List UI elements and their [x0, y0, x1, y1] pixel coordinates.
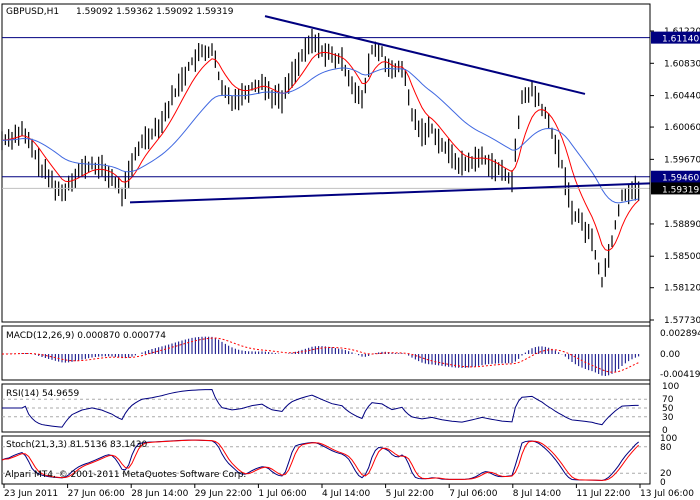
trendline [264, 15, 586, 95]
fast-ma-line [1, 51, 640, 252]
time-tick-label: 1 Jul 06:00 [258, 489, 307, 499]
time-tick-label: 5 Jul 22:00 [386, 489, 435, 499]
macd-tick-label: 0.00 [660, 350, 680, 360]
copyright-text: Alpari MT4, © 2001-2011 MetaQuotes Softw… [5, 470, 246, 480]
price-tag [651, 170, 700, 183]
rsi-tick-label: 100 [662, 382, 679, 392]
time-tick-label: 7 Jul 06:00 [449, 489, 498, 499]
grid-lines [2, 398, 650, 474]
macd-tick-label: 0.002894 [660, 329, 700, 339]
price-tick-label: 1.60060 [664, 123, 700, 133]
rsi-line [2, 388, 639, 428]
panel-frames [1, 3, 651, 485]
price-bars [1, 28, 640, 288]
slow-ma-line [1, 67, 639, 204]
price-tick-label: 1.60830 [664, 59, 700, 69]
stoch-tick-label: 0 [660, 478, 666, 488]
rsi-label: RSI(14) 54.9659 [6, 389, 79, 399]
trendline [129, 182, 651, 204]
rsi-tick-label: 0 [662, 426, 668, 436]
stoch-tick-label: 80 [660, 443, 672, 453]
stoch-label: Stoch(21,3,3) 81.5136 83.1430 [6, 440, 147, 450]
price-tag-label: 1.61140 [662, 35, 699, 45]
moving-averages [1, 51, 640, 252]
rsi-tick-label: 30 [662, 413, 674, 423]
stoch-signal-line [1, 439, 640, 481]
time-tick-label: 13 Jul 06:00 [640, 489, 694, 499]
stoch-tick-label: 20 [660, 469, 672, 479]
macd-tick-label: -0.00419 [660, 370, 700, 380]
stoch-tick-label: 100 [660, 434, 677, 444]
time-tick-label: 11 Jul 22:00 [576, 489, 630, 499]
price-tag [651, 182, 700, 195]
price-tag [651, 31, 700, 44]
ohlc-header: 1.59092 1.59362 1.59092 1.59319 [76, 7, 234, 17]
time-tick-label: 4 Jul 14:00 [322, 489, 371, 499]
time-tick-label: 8 Jul 14:00 [513, 489, 562, 499]
price-tick-label: 1.59670 [664, 155, 700, 165]
price-tag-label: 1.59319 [662, 185, 699, 195]
trendlines[interactable] [2, 15, 651, 204]
time-tick-label: 27 Jun 06:00 [68, 489, 125, 499]
price-tick-label: 1.58120 [664, 284, 700, 294]
macd-label: MACD(12,26,9) 0.000870 0.000774 [6, 331, 166, 341]
time-tick-label: 29 Jun 22:00 [195, 489, 252, 499]
rsi-tick-label: 70 [662, 395, 674, 405]
time-tick-label: 23 Jun 2011 [4, 489, 58, 499]
price-tick-label: 1.58890 [664, 220, 700, 230]
price-tick-label: 1.58500 [664, 252, 700, 262]
indicator-plots [1, 336, 640, 481]
rsi-tick-label: 50 [662, 404, 674, 414]
time-tick-label: 28 Jun 14:00 [131, 489, 188, 499]
price-tick-label: 1.57730 [664, 316, 700, 326]
macd-signal-line [1, 337, 639, 373]
price-tick-label: 1.60440 [664, 92, 700, 102]
price-tag-label: 1.59460 [662, 174, 699, 184]
symbol-header: GBPUSD,H1 [6, 7, 59, 17]
axes: 1.612201.608301.604401.600601.596701.588… [3, 4, 700, 499]
